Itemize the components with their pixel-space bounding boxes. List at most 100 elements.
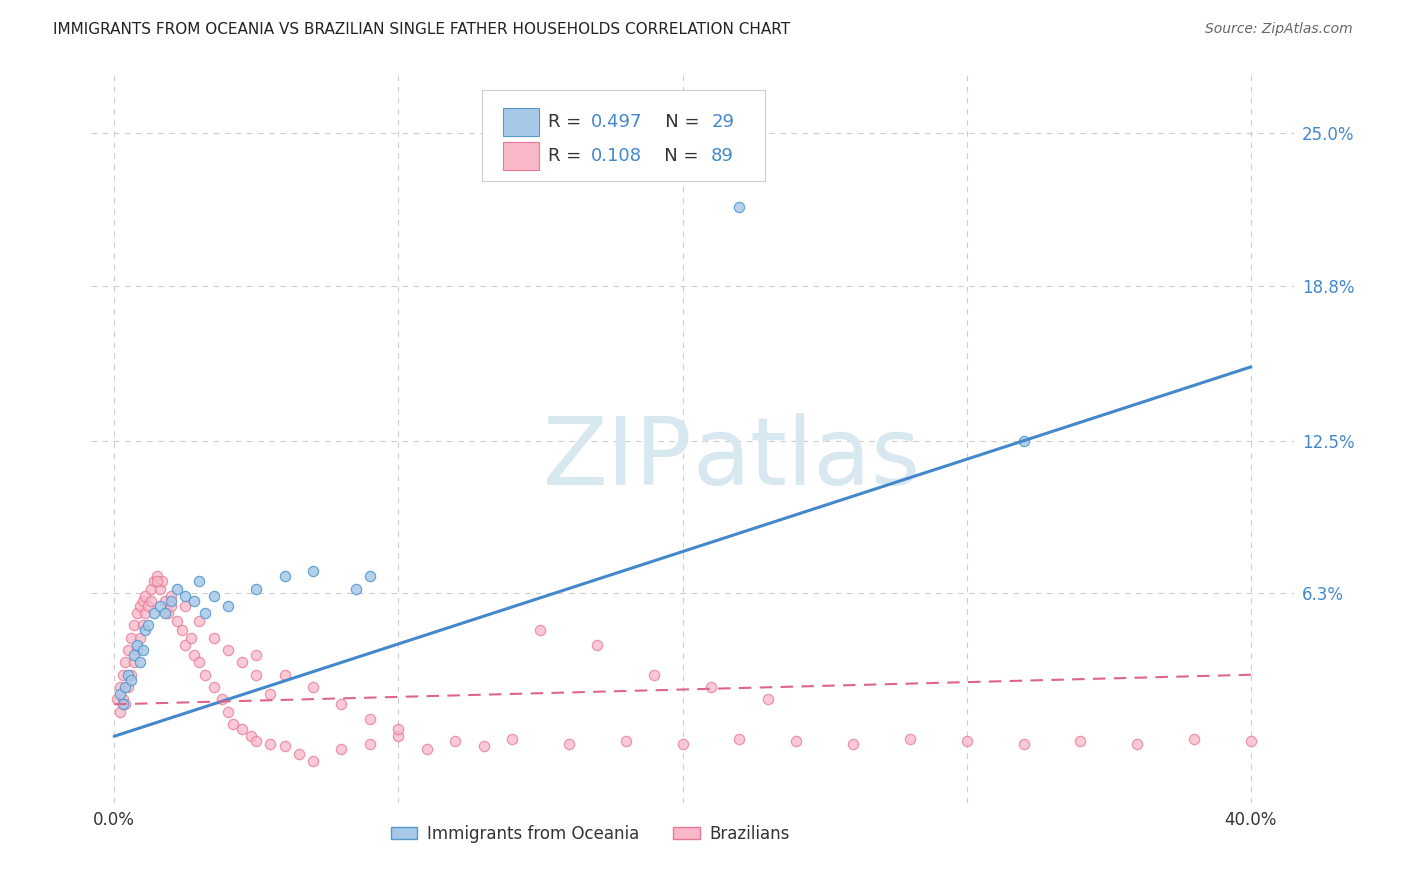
Point [139, 582, 162, 596]
Point [1182, 731, 1205, 746]
Point [111, 667, 134, 681]
Point [145, 569, 167, 583]
Point [155, 594, 177, 608]
Point [122, 656, 145, 670]
Point [444, 734, 467, 748]
Point [245, 648, 267, 662]
Point [614, 734, 637, 748]
Point [194, 606, 217, 620]
Point [211, 692, 233, 706]
Point [117, 680, 139, 694]
Point [188, 574, 211, 589]
FancyBboxPatch shape [502, 143, 538, 170]
Point [387, 729, 409, 743]
Point [125, 643, 148, 657]
FancyBboxPatch shape [502, 108, 538, 136]
Point [131, 643, 153, 657]
Point [359, 737, 381, 751]
Point [134, 606, 156, 620]
Text: R =: R = [548, 147, 588, 165]
Point [128, 656, 150, 670]
Point [956, 734, 979, 748]
Point [259, 688, 281, 702]
Point [273, 739, 295, 753]
Point [222, 717, 245, 731]
Point [166, 582, 188, 596]
Point [202, 631, 225, 645]
Text: N =: N = [648, 112, 706, 131]
Point [217, 599, 239, 613]
Point [149, 582, 172, 596]
Point [302, 564, 325, 578]
Point [157, 606, 180, 620]
Point [728, 200, 751, 214]
Point [108, 680, 131, 694]
Point [152, 574, 174, 589]
Point [117, 643, 139, 657]
Point [128, 631, 150, 645]
Point [387, 722, 409, 736]
Point [288, 747, 311, 761]
Point [131, 618, 153, 632]
Point [114, 680, 136, 694]
Point [529, 624, 551, 638]
Point [1240, 734, 1263, 748]
Point [131, 594, 153, 608]
Point [359, 569, 381, 583]
Point [501, 731, 523, 746]
Point [142, 606, 165, 620]
Point [183, 594, 205, 608]
Text: Source: ZipAtlas.com: Source: ZipAtlas.com [1205, 22, 1353, 37]
Point [128, 599, 150, 613]
Point [1012, 434, 1035, 448]
Text: IMMIGRANTS FROM OCEANIA VS BRAZILIAN SINGLE FATHER HOUSEHOLDS CORRELATION CHART: IMMIGRANTS FROM OCEANIA VS BRAZILIAN SIN… [53, 22, 790, 37]
Point [142, 574, 165, 589]
Point [172, 624, 194, 638]
Point [136, 618, 159, 632]
Text: ZIP: ZIP [543, 413, 692, 505]
Text: atlas: atlas [692, 413, 921, 505]
Point [122, 618, 145, 632]
Point [756, 692, 779, 706]
Point [586, 638, 609, 652]
Point [160, 599, 183, 613]
Point [105, 692, 128, 706]
Point [108, 688, 131, 702]
Point [174, 599, 197, 613]
Legend: Immigrants from Oceania, Brazilians: Immigrants from Oceania, Brazilians [384, 818, 797, 849]
Point [125, 638, 148, 652]
Point [302, 754, 325, 768]
Point [120, 667, 142, 681]
Point [1126, 737, 1149, 751]
Point [259, 737, 281, 751]
Point [188, 656, 211, 670]
Point [842, 737, 865, 751]
Point [202, 589, 225, 603]
Text: 89: 89 [710, 147, 734, 165]
Point [136, 599, 159, 613]
Point [155, 606, 177, 620]
Point [273, 667, 295, 681]
Point [785, 734, 807, 748]
Point [166, 614, 188, 628]
Point [114, 698, 136, 712]
Point [245, 667, 267, 681]
Point [188, 614, 211, 628]
Point [160, 589, 183, 603]
Point [231, 656, 253, 670]
Text: R =: R = [548, 112, 588, 131]
Text: 0.108: 0.108 [592, 147, 643, 165]
Point [231, 722, 253, 736]
Point [558, 737, 581, 751]
Text: N =: N = [648, 147, 704, 165]
Point [239, 729, 262, 743]
Point [134, 589, 156, 603]
Text: 29: 29 [711, 112, 734, 131]
Point [134, 624, 156, 638]
Point [139, 594, 162, 608]
Point [149, 599, 172, 613]
Point [217, 705, 239, 719]
Point [217, 643, 239, 657]
Point [728, 731, 751, 746]
Text: 0.497: 0.497 [592, 112, 643, 131]
